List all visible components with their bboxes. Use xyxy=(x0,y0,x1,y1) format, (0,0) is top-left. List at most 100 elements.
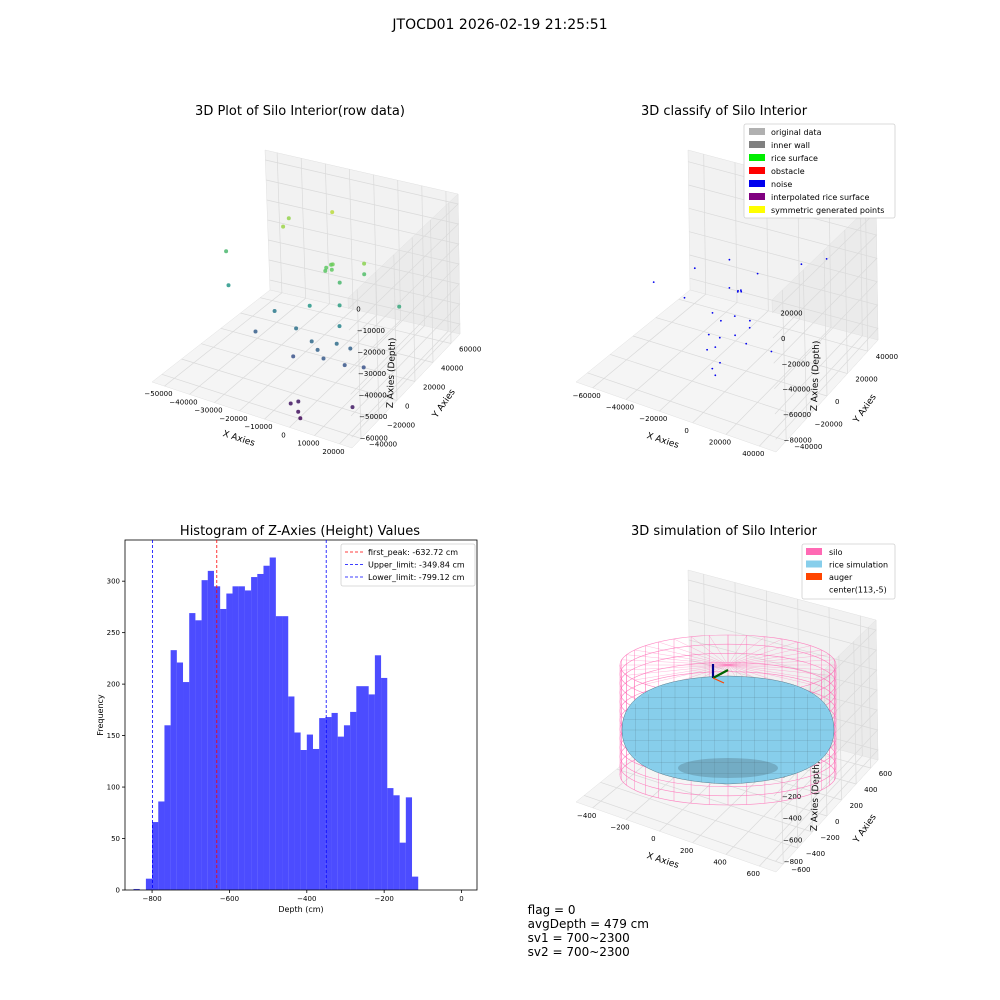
noise-point xyxy=(714,374,717,377)
x-tick-label: −20000 xyxy=(219,415,247,423)
legend-label: Lower_limit: -799.12 cm xyxy=(368,573,465,582)
y-gridline xyxy=(678,298,868,352)
silo-roof-line xyxy=(727,641,798,666)
noise-point xyxy=(749,319,751,322)
histogram-plot: −800 −600 −400 −200 0 0 50 100 150 200 250 300 Depth… xyxy=(96,539,478,914)
rice-depression-shadow xyxy=(678,758,778,778)
noise-point xyxy=(737,289,739,292)
z-gridline xyxy=(689,231,878,389)
histogram-title: Histogram of Z-Axies (Height) Values xyxy=(179,524,421,539)
x-tick-label: 10000 xyxy=(297,440,319,448)
z-tick-label: −10000 xyxy=(357,327,385,335)
y-tick-label: −20000 xyxy=(815,420,843,428)
z-gridline xyxy=(268,239,460,395)
histogram-bar xyxy=(170,650,177,890)
y-gridline xyxy=(181,358,380,420)
raw-data-point xyxy=(315,347,320,352)
histogram-frame xyxy=(124,539,478,891)
silo-roof-line xyxy=(727,664,835,671)
noise-point xyxy=(711,367,714,370)
legend-label: silo xyxy=(829,548,843,557)
histogram-bar xyxy=(220,608,227,890)
y-tick-label: 50 xyxy=(111,835,120,843)
simulation-plot-title: 3D simulation of Silo Interior xyxy=(631,524,817,539)
z-gridline xyxy=(269,279,461,438)
legend-label: original data xyxy=(771,128,822,137)
legend-label: auger xyxy=(829,573,853,582)
x-axis-label: Depth (cm) xyxy=(278,905,323,914)
y-tick-label: 40000 xyxy=(876,353,898,361)
floor-pane xyxy=(575,289,879,453)
raw-data-point xyxy=(281,224,286,229)
raw-data-point xyxy=(309,339,314,344)
raw-data-point xyxy=(321,356,326,361)
raw-data-point xyxy=(294,326,299,331)
raw-data-point xyxy=(330,210,335,215)
noise-point xyxy=(720,319,722,322)
silo-roof-line xyxy=(626,654,729,666)
histogram-bar xyxy=(331,712,338,890)
noise-point xyxy=(711,312,714,314)
histogram-bar xyxy=(226,593,233,890)
y-tick-label: 40000 xyxy=(441,365,463,373)
y-tick-label: 20000 xyxy=(855,376,877,384)
z-tick-label: −60000 xyxy=(783,411,811,419)
y-gridline xyxy=(201,343,398,401)
status-sv1: sv1 = 700~2300 xyxy=(527,931,630,945)
legend-swatch xyxy=(749,128,765,135)
legend-swatch xyxy=(749,167,765,174)
z-gridline xyxy=(267,219,460,374)
y-tick-label: 600 xyxy=(879,770,892,778)
y-tick-label: 400 xyxy=(864,786,877,794)
y-gridline xyxy=(583,795,784,865)
x-gridline xyxy=(692,179,801,424)
noise-point xyxy=(740,289,742,292)
noise-point xyxy=(652,281,655,283)
silo-roof-line xyxy=(727,664,830,676)
legend-label: obstacle xyxy=(771,167,805,176)
y-gridline xyxy=(632,335,828,397)
raw-data-point xyxy=(337,280,342,285)
x-tick-label: 20000 xyxy=(709,439,731,447)
silo-roof-line xyxy=(626,664,729,676)
legend-label: symmetric generated points xyxy=(771,206,884,215)
histogram-bar xyxy=(412,876,419,890)
silo-roof-line xyxy=(727,635,747,666)
x-tick-label: −200 xyxy=(375,895,394,903)
raw-data-point xyxy=(397,304,402,309)
noise-point xyxy=(745,342,748,345)
noise-point xyxy=(734,334,736,337)
histogram-bar xyxy=(183,682,190,890)
silo-roof-line xyxy=(673,638,729,666)
legend-label: interpolated rice surface xyxy=(771,193,869,202)
triad-y-arrow xyxy=(712,669,729,679)
raw-data-point xyxy=(286,216,291,221)
x-gridline xyxy=(189,158,306,395)
histogram-bar xyxy=(319,718,326,890)
z-tick-label: 20000 xyxy=(780,310,802,318)
x-gridline xyxy=(164,152,283,387)
z-axis-label: Z Axies (Depth) xyxy=(386,338,398,409)
y-gridline xyxy=(260,297,452,344)
silo-roof-line xyxy=(727,654,830,666)
y-axis-label: Y Axies xyxy=(851,392,879,425)
z-tick-label: −40000 xyxy=(782,386,810,394)
y-axis-label: Y Axies xyxy=(851,812,879,845)
y-gridline xyxy=(240,312,434,363)
z-axis-label: Z Axies (Depth) xyxy=(810,341,822,412)
histogram-bar xyxy=(306,734,313,890)
x-tick-label: −40000 xyxy=(606,404,634,412)
classify-legend xyxy=(743,123,896,219)
simulation-3d-plot: −400−2000200400600−600−400−2000200400600… xyxy=(575,543,896,878)
histogram-bar xyxy=(300,750,307,890)
silo-roof-line xyxy=(645,664,729,685)
y-gridline xyxy=(600,781,799,849)
y-tick-label: −20000 xyxy=(387,422,415,430)
y-gridline-wall xyxy=(844,229,848,374)
silo-roof-line xyxy=(709,635,729,666)
status-sv2: sv2 = 700~2300 xyxy=(527,945,630,959)
x-tick-label: −400 xyxy=(577,812,596,820)
x-tick-label: 400 xyxy=(713,859,726,867)
classify-plot-title: 3D classify of Silo Interior xyxy=(640,104,808,119)
y-tick-label: −600 xyxy=(791,866,810,874)
